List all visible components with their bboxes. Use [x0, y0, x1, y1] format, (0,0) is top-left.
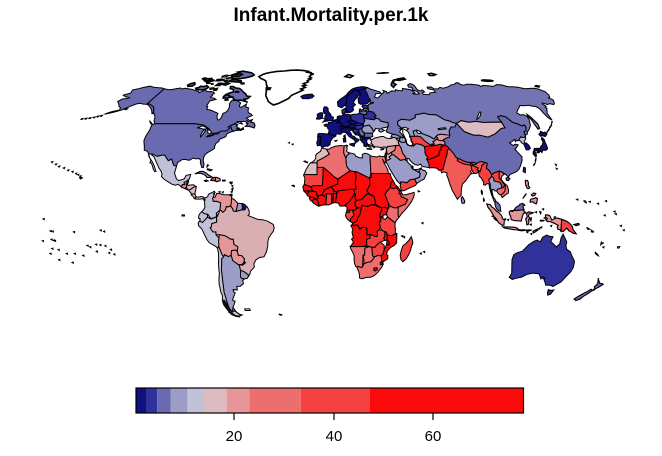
- svg-text:Infant.Mortality.per.1k: Infant.Mortality.per.1k: [234, 5, 429, 26]
- svg-text:20: 20: [226, 428, 243, 445]
- svg-text:40: 40: [326, 428, 343, 445]
- svg-text:60: 60: [425, 428, 442, 445]
